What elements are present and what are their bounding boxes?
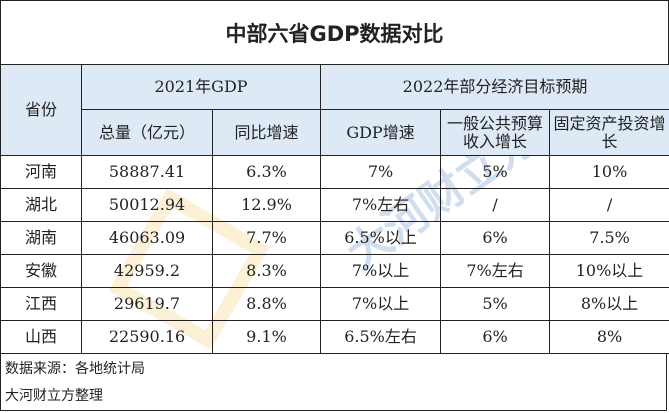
table-row: 河南 58887.41 6.3% 7% 5% 10% (0, 155, 669, 189)
gdp-table: 省份 2021年GDP 2022年部分经济目标预期 总量（亿元） 同比增速 GD… (0, 64, 669, 354)
cell-growth: 8.8% (211, 287, 322, 321)
header-revenue-target: 一般公共预算收入增长 (440, 109, 551, 156)
cell-growth: 7.7% (211, 221, 322, 255)
table-row: 江西 29619.7 8.8% 7%以上 5% 8%以上 (0, 287, 669, 321)
source-note: 数据来源：各地统计局 (5, 361, 145, 377)
credit-note: 大河财立方整理 (5, 388, 103, 404)
cell-gdp-target: 7%以上 (320, 254, 442, 288)
cell-province: 山西 (0, 320, 82, 354)
cell-growth: 8.3% (211, 254, 322, 288)
cell-investment-target: 10%以上 (549, 254, 669, 288)
header-growth: 同比增速 (211, 109, 322, 156)
header-gdp-target: GDP增速 (320, 109, 442, 156)
cell-revenue-target: 7%左右 (440, 254, 551, 288)
cell-investment-target: 10% (549, 155, 669, 189)
table-row: 湖北 50012.94 12.9% 7%左右 / / (0, 188, 669, 222)
cell-investment-target: 8%以上 (549, 287, 669, 321)
cell-revenue-target: 5% (440, 287, 551, 321)
cell-gdp-target: 7%左右 (320, 188, 442, 222)
header-group-2021: 2021年GDP (80, 64, 322, 110)
cell-total: 22590.16 (81, 320, 213, 354)
footer: 数据来源：各地统计局 大河财立方整理 (0, 354, 667, 411)
cell-total: 29619.7 (81, 287, 213, 321)
cell-province: 江西 (0, 287, 82, 321)
cell-growth: 6.3% (211, 155, 322, 189)
cell-growth: 12.9% (211, 188, 322, 222)
cell-revenue-target: 5% (440, 155, 551, 189)
header-investment-target: 固定资产投资增长 (549, 109, 669, 156)
cell-investment-target: 8% (549, 320, 669, 354)
cell-revenue-target: 6% (440, 320, 551, 354)
cell-province: 河南 (0, 155, 82, 189)
cell-gdp-target: 6.5%以上 (320, 221, 442, 255)
cell-total: 58887.41 (81, 155, 213, 189)
cell-province: 湖北 (0, 188, 82, 222)
cell-gdp-target: 7% (320, 155, 442, 189)
cell-total: 42959.2 (81, 254, 213, 288)
table-row: 山西 22590.16 9.1% 6.5%左右 6% 8% (0, 320, 669, 354)
cell-revenue-target: / (440, 188, 551, 222)
cell-gdp-target: 6.5%左右 (320, 320, 442, 354)
table-row: 湖南 46063.09 7.7% 6.5%以上 6% 7.5% (0, 221, 669, 255)
cell-total: 50012.94 (81, 188, 213, 222)
cell-investment-target: / (549, 188, 669, 222)
header-total: 总量（亿元） (81, 109, 213, 156)
cell-gdp-target: 7%以上 (320, 287, 442, 321)
header-group-2022: 2022年部分经济目标预期 (320, 64, 669, 110)
cell-total: 46063.09 (81, 221, 213, 255)
header-province: 省份 (0, 64, 82, 156)
table-row: 安徽 42959.2 8.3% 7%以上 7%左右 10%以上 (0, 254, 669, 288)
page-title: 中部六省GDP数据对比 (0, 0, 669, 65)
cell-province: 安徽 (0, 254, 82, 288)
cell-province: 湖南 (0, 221, 82, 255)
cell-revenue-target: 6% (440, 221, 551, 255)
cell-growth: 9.1% (211, 320, 322, 354)
cell-investment-target: 7.5% (549, 221, 669, 255)
